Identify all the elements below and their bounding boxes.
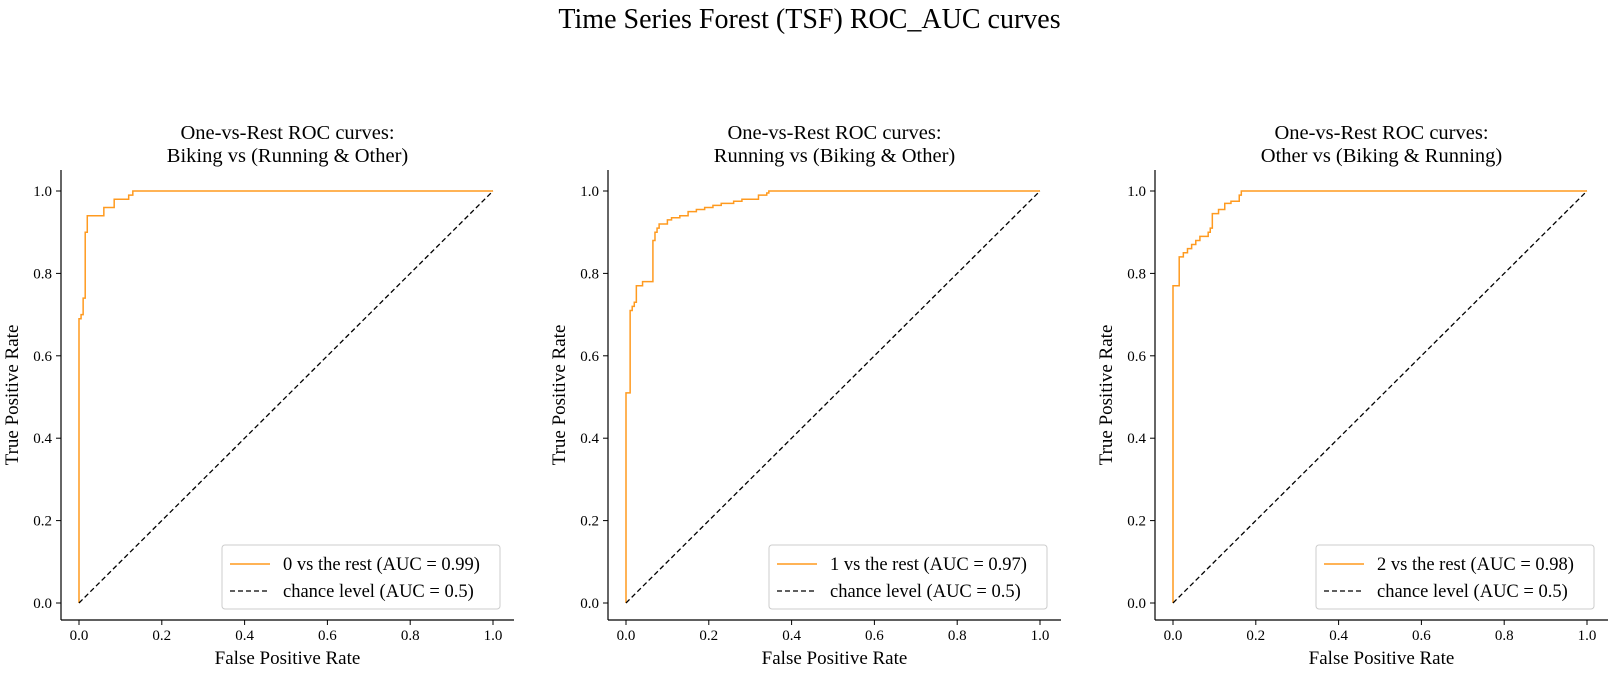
x-tick-label: 0.8 xyxy=(948,628,967,644)
x-tick-label: 0.2 xyxy=(699,628,718,644)
legend-entry: chance level (AUC = 0.5) xyxy=(1377,582,1568,602)
x-tick-label: 0.4 xyxy=(782,628,801,644)
y-tick-label: 0.0 xyxy=(1127,596,1146,612)
y-tick-label: 0.6 xyxy=(33,349,52,365)
x-tick-label: 0.0 xyxy=(617,628,636,644)
chance-level-line xyxy=(1172,190,1588,604)
x-tick-label: 1.0 xyxy=(1578,628,1597,644)
x-tick-label: 0.8 xyxy=(401,628,420,644)
y-tick-label: 1.0 xyxy=(33,184,52,200)
legend: 1 vs the rest (AUC = 0.97) chance level (… xyxy=(768,544,1048,610)
y-tick-label: 0.6 xyxy=(580,349,599,365)
roc-curve-line xyxy=(1172,190,1587,603)
y-tick-label: 1.0 xyxy=(1127,184,1146,200)
x-tick-label: 0.4 xyxy=(1329,628,1348,644)
roc-curve-line xyxy=(625,190,1040,603)
x-tick-label: 0.0 xyxy=(70,628,89,644)
legend: 2 vs the rest (AUC = 0.98) chance level (… xyxy=(1315,544,1595,610)
legend-entry: chance level (AUC = 0.5) xyxy=(830,582,1021,602)
y-tick-label: 0.2 xyxy=(33,514,52,530)
x-axis-label: False Positive Rate xyxy=(215,648,361,669)
panel-title-line1: One-vs-Rest ROC curves: xyxy=(180,122,394,144)
x-tick-label: 0.2 xyxy=(152,628,171,644)
figure-title: Time Series Forest (TSF) ROC_AUC curves xyxy=(558,4,1061,35)
legend-entry: 1 vs the rest (AUC = 0.97) xyxy=(830,555,1027,575)
y-tick-label: 0.4 xyxy=(33,431,52,447)
y-axis-label: True Positive Rate xyxy=(2,325,23,466)
y-tick-label: 0.8 xyxy=(33,266,52,282)
y-tick-label: 0.2 xyxy=(580,514,599,530)
roc-panel-1: One-vs-Rest ROC curves:Biking vs (Runnin… xyxy=(2,122,514,669)
roc-curve-line xyxy=(78,190,493,603)
panel-title-line2: Running vs (Biking & Other) xyxy=(714,145,955,167)
y-tick-label: 0.2 xyxy=(1127,514,1146,530)
roc-panel-2: One-vs-Rest ROC curves:Running vs (Bikin… xyxy=(549,122,1061,669)
roc-panel-3: One-vs-Rest ROC curves:Other vs (Biking … xyxy=(1096,122,1608,669)
chance-level-line xyxy=(625,190,1041,604)
x-tick-label: 0.6 xyxy=(318,628,337,644)
y-tick-label: 0.6 xyxy=(1127,349,1146,365)
y-axis-label: True Positive Rate xyxy=(1096,325,1117,466)
y-tick-label: 0.8 xyxy=(1127,266,1146,282)
x-tick-label: 0.6 xyxy=(865,628,884,644)
y-tick-label: 0.4 xyxy=(580,431,599,447)
panel-title-line2: Other vs (Biking & Running) xyxy=(1261,145,1502,167)
y-tick-label: 0.0 xyxy=(580,596,599,612)
legend: 0 vs the rest (AUC = 0.99) chance level (… xyxy=(221,544,501,610)
y-tick-label: 1.0 xyxy=(580,184,599,200)
x-tick-label: 0.6 xyxy=(1412,628,1431,644)
y-axis-label: True Positive Rate xyxy=(549,325,570,466)
panel-title-line1: One-vs-Rest ROC curves: xyxy=(727,122,941,144)
panel-title-line2: Biking vs (Running & Other) xyxy=(167,145,408,167)
x-tick-label: 1.0 xyxy=(1031,628,1050,644)
x-tick-label: 0.2 xyxy=(1246,628,1265,644)
x-tick-label: 0.8 xyxy=(1495,628,1514,644)
legend-entry: chance level (AUC = 0.5) xyxy=(283,582,474,602)
x-axis-label: False Positive Rate xyxy=(1309,648,1455,669)
legend-box xyxy=(768,544,1048,610)
x-tick-label: 1.0 xyxy=(484,628,503,644)
legend-box xyxy=(1315,544,1595,610)
x-axis-label: False Positive Rate xyxy=(762,648,908,669)
legend-entry: 0 vs the rest (AUC = 0.99) xyxy=(283,555,480,575)
chance-level-line xyxy=(78,190,494,604)
y-tick-label: 0.4 xyxy=(1127,431,1146,447)
legend-box xyxy=(221,544,501,610)
panel-title-line1: One-vs-Rest ROC curves: xyxy=(1274,122,1488,144)
x-tick-label: 0.4 xyxy=(235,628,254,644)
y-tick-label: 0.8 xyxy=(580,266,599,282)
y-tick-label: 0.0 xyxy=(33,596,52,612)
x-tick-label: 0.0 xyxy=(1164,628,1183,644)
legend-entry: 2 vs the rest (AUC = 0.98) xyxy=(1377,555,1574,575)
